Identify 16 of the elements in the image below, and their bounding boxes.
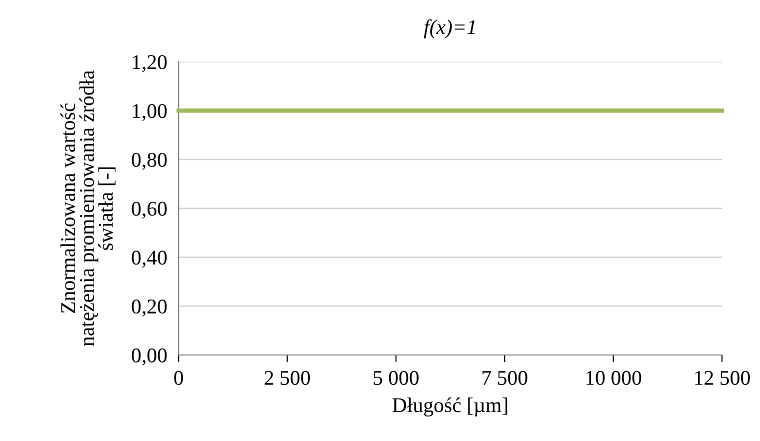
y-tick-label: 0,20 — [132, 300, 167, 317]
y-tick-label: 0,00 — [132, 348, 167, 366]
chart-title: f(x)=1 — [424, 19, 475, 38]
y-tick-label: 1,20 — [132, 55, 167, 72]
x-axis-title: Długość [µm] — [392, 398, 508, 416]
y-tick-label: 0,60 — [132, 202, 167, 219]
x-tick-label: 5 000 — [374, 370, 419, 385]
y-tick-label: 1,00 — [132, 104, 167, 122]
x-tick-label: 10 000 — [586, 370, 642, 385]
x-tick-label: 7 500 — [482, 370, 528, 385]
x-tick-label: 2 500 — [264, 370, 310, 385]
x-tick-label: 0 — [174, 370, 184, 385]
y-axis-title: Znormalizowana wartość natężenia promieniowania źródła światła [-] — [60, 70, 116, 346]
y-tick-label: 0,80 — [132, 152, 167, 170]
y-tick-label: 0,40 — [132, 250, 167, 268]
x-tick-label: 12 500 — [695, 370, 750, 385]
